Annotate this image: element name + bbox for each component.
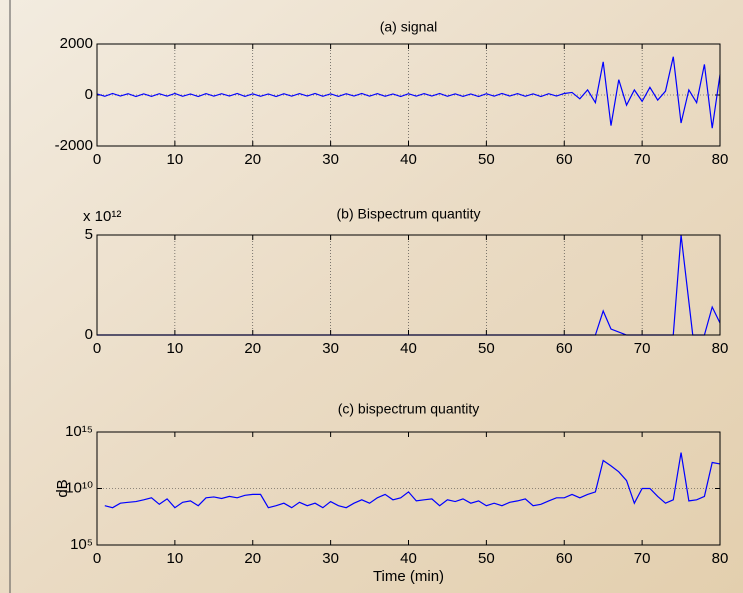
x-tick-label: 80: [712, 151, 729, 168]
x-tick-label: 70: [634, 340, 651, 357]
y-tick-label: 10⁵: [70, 536, 93, 553]
x-tick-label: 60: [556, 550, 573, 567]
y-tick-label: 5: [85, 226, 93, 243]
x-tick-label: 0: [93, 340, 101, 357]
x-tick-label: 40: [400, 340, 417, 357]
y-tick-label: -2000: [55, 137, 93, 154]
x-tick-label: 70: [634, 550, 651, 567]
y-tick-label: 10¹⁰: [65, 479, 93, 496]
y-axis-label: dB: [54, 479, 71, 497]
x-tick-label: 60: [556, 340, 573, 357]
y-tick-label: 10¹⁵: [65, 423, 93, 440]
axes-box: [96, 234, 721, 336]
chart-title: (b) Bispectrum quantity: [337, 206, 481, 222]
exponent-label: x 10¹²: [83, 208, 121, 225]
y-tick-label: 0: [85, 86, 93, 103]
axes-box: [96, 431, 721, 546]
chart-title: (a) signal: [380, 19, 438, 35]
x-tick-label: 40: [400, 151, 417, 168]
y-tick-label: 0: [85, 326, 93, 343]
x-tick-label: 30: [322, 340, 339, 357]
x-tick-label: 30: [322, 550, 339, 567]
x-tick-label: 50: [478, 151, 495, 168]
x-tick-label: 20: [244, 340, 261, 357]
x-tick-label: 30: [322, 151, 339, 168]
x-tick-label: 50: [478, 550, 495, 567]
x-tick-label: 20: [244, 550, 261, 567]
x-tick-label: 50: [478, 340, 495, 357]
x-tick-label: 10: [167, 151, 184, 168]
x-tick-label: 10: [167, 550, 184, 567]
x-tick-label: 80: [712, 550, 729, 567]
x-tick-label: 70: [634, 151, 651, 168]
y-tick-label: 2000: [60, 35, 93, 52]
x-tick-label: 20: [244, 151, 261, 168]
axes-box: [96, 43, 721, 147]
data-line: [96, 56, 721, 129]
chart-title: (c) bispectrum quantity: [338, 401, 480, 417]
x-tick-label: 10: [167, 340, 184, 357]
x-tick-label: 60: [556, 151, 573, 168]
x-axis-label: Time (min): [373, 568, 444, 585]
x-tick-label: 40: [400, 550, 417, 567]
x-tick-label: 80: [712, 340, 729, 357]
x-tick-label: 0: [93, 151, 101, 168]
data-line: [104, 452, 721, 509]
x-tick-label: 0: [93, 550, 101, 567]
